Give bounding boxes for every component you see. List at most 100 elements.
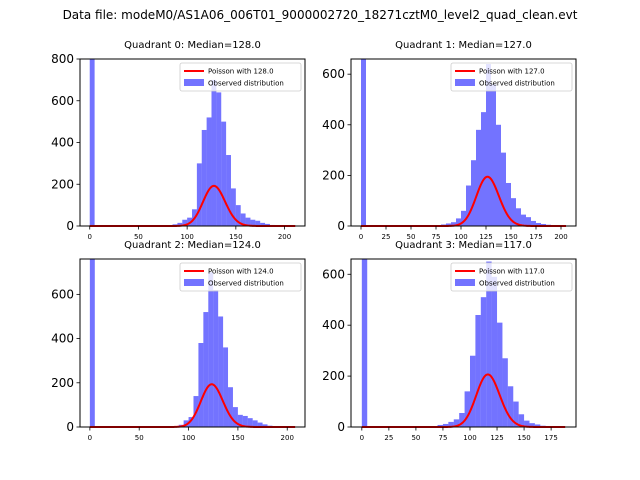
histogram-bar bbox=[456, 218, 461, 226]
y-tick-label: 400 bbox=[51, 136, 74, 150]
histogram-bar bbox=[491, 276, 498, 427]
subplot-title: Quadrant 0: Median=128.0 bbox=[124, 40, 261, 51]
y-tick-label: 200 bbox=[51, 376, 74, 390]
poisson-curve bbox=[89, 184, 296, 227]
x-tick-label: 25 bbox=[384, 434, 393, 442]
histogram-bar bbox=[536, 222, 541, 226]
x-tick-label: 150 bbox=[517, 434, 530, 442]
histogram-bar bbox=[201, 129, 207, 226]
histogram-bar bbox=[260, 222, 266, 226]
legend-box bbox=[450, 262, 573, 292]
histogram-bar bbox=[442, 423, 449, 427]
x-tick-label: 0 bbox=[88, 434, 92, 442]
x-tick-label: 200 bbox=[554, 233, 567, 241]
histogram-bar bbox=[262, 424, 268, 427]
histogram-bar bbox=[459, 413, 465, 427]
legend-hist-swatch bbox=[184, 79, 204, 86]
histogram-bar bbox=[177, 222, 183, 226]
histogram-bar bbox=[511, 198, 516, 226]
histogram-bar bbox=[242, 415, 248, 427]
x-tick-label: 25 bbox=[382, 233, 391, 241]
histogram-bar bbox=[464, 391, 470, 427]
subplot-quadrant-0: Quadrant 0: Median=128.0 0 200 400 600 800 0 50… bbox=[51, 40, 306, 241]
histogram-bar bbox=[501, 152, 506, 226]
histogram-bar bbox=[257, 422, 263, 427]
y-tick-label: 400 bbox=[322, 318, 345, 332]
x-tick-label: 100 bbox=[454, 233, 467, 241]
histogram-bar bbox=[240, 213, 246, 226]
y-tick-label: 800 bbox=[51, 52, 74, 66]
histogram-bar bbox=[213, 289, 219, 427]
x-tick-label: 125 bbox=[479, 233, 492, 241]
histogram-bar bbox=[198, 343, 204, 427]
x-tick-label: 175 bbox=[544, 434, 557, 442]
histogram-bar bbox=[461, 210, 466, 226]
legend-curve-label: Poisson with 127.0 bbox=[479, 68, 545, 76]
x-tick-label: 100 bbox=[463, 434, 476, 442]
axes-frame bbox=[350, 258, 577, 428]
histogram-bar bbox=[361, 59, 366, 226]
histogram-bar bbox=[491, 84, 496, 226]
histogram-bar bbox=[534, 424, 541, 427]
y-tick-label: 200 bbox=[322, 168, 345, 182]
histogram-bar bbox=[208, 272, 214, 427]
legend-hist-label: Observed distribution bbox=[208, 80, 284, 88]
histogram-bar bbox=[475, 315, 481, 427]
y-tick-label: 600 bbox=[51, 94, 74, 108]
x-tick-label: 150 bbox=[229, 233, 242, 241]
y-tick-label: 600 bbox=[322, 67, 345, 81]
histogram-bar bbox=[203, 312, 209, 427]
legend-hist-label: Observed distribution bbox=[479, 280, 555, 288]
y-tick-label: 600 bbox=[51, 287, 74, 301]
figure-title: Data file: modeM0/AS1A06_006T01_90000027… bbox=[62, 8, 578, 22]
x-tick-label: 175 bbox=[529, 233, 542, 241]
histogram-bar bbox=[187, 217, 193, 226]
x-tick-label: 0 bbox=[359, 233, 363, 241]
y-tick-label: 0 bbox=[337, 219, 345, 233]
x-tick-label: 150 bbox=[231, 434, 244, 442]
y-tick-label: 0 bbox=[66, 219, 74, 233]
x-tick-label: 200 bbox=[278, 233, 291, 241]
histogram-bar bbox=[89, 59, 95, 226]
y-tick-label: 200 bbox=[322, 369, 345, 383]
x-tick-label: 150 bbox=[504, 233, 517, 241]
legend-hist-label: Observed distribution bbox=[208, 280, 284, 288]
histogram-bar bbox=[466, 185, 471, 226]
x-tick-label: 0 bbox=[360, 434, 364, 442]
x-tick-label: 100 bbox=[182, 434, 195, 442]
x-tick-label: 75 bbox=[438, 434, 447, 442]
y-tick-label: 600 bbox=[322, 267, 345, 281]
histogram-bar bbox=[446, 223, 451, 226]
histogram-bar bbox=[265, 223, 270, 226]
histogram-bar bbox=[218, 316, 224, 427]
subplot-title: Quadrant 1: Median=127.0 bbox=[395, 40, 532, 51]
histogram-bar bbox=[196, 163, 202, 226]
histogram-bar bbox=[237, 414, 243, 427]
histogram-bar bbox=[516, 208, 521, 226]
histogram-bar bbox=[476, 129, 481, 226]
histogram-bar bbox=[480, 297, 487, 427]
histogram-bar bbox=[481, 112, 486, 226]
legend-hist-swatch bbox=[184, 279, 204, 286]
legend-curve-label: Poisson with 117.0 bbox=[479, 268, 545, 276]
histogram-bar bbox=[513, 401, 519, 427]
x-tick-label: 125 bbox=[490, 434, 503, 442]
histogram-bar bbox=[226, 155, 231, 226]
y-tick-label: 0 bbox=[337, 420, 345, 434]
legend-box bbox=[179, 62, 302, 92]
histogram-bar bbox=[518, 414, 525, 427]
legend-curve-label: Poisson with 124.0 bbox=[208, 268, 274, 276]
histogram-bar bbox=[497, 322, 503, 427]
histogram-bar bbox=[250, 219, 256, 226]
histogram-bar bbox=[232, 407, 238, 427]
histogram-bar bbox=[507, 386, 514, 427]
histogram-bar bbox=[451, 222, 456, 226]
legend-hist-label: Observed distribution bbox=[479, 80, 555, 88]
subplot-quadrant-1: Quadrant 1: Median=127.0 0 200 400 600 0 25 50 7… bbox=[322, 40, 577, 241]
histogram-bar bbox=[228, 387, 233, 427]
histogram-bar bbox=[486, 261, 492, 427]
subplot-title: Quadrant 2: Median=124.0 bbox=[124, 240, 261, 251]
histogram-bar bbox=[469, 355, 476, 427]
y-tick-label: 0 bbox=[66, 420, 74, 434]
